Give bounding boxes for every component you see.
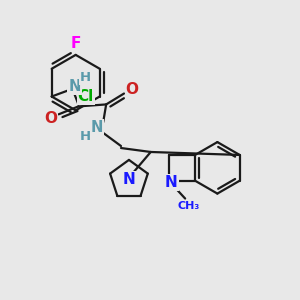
Text: O: O	[44, 111, 57, 126]
Text: H: H	[80, 130, 91, 142]
Text: N: N	[68, 79, 81, 94]
Text: N: N	[123, 172, 135, 187]
Text: N: N	[165, 175, 178, 190]
Text: N: N	[91, 120, 104, 135]
Text: O: O	[125, 82, 138, 97]
Text: H: H	[80, 71, 91, 84]
Text: F: F	[70, 37, 81, 52]
Text: CH₃: CH₃	[178, 202, 200, 212]
Text: Cl: Cl	[78, 89, 94, 104]
